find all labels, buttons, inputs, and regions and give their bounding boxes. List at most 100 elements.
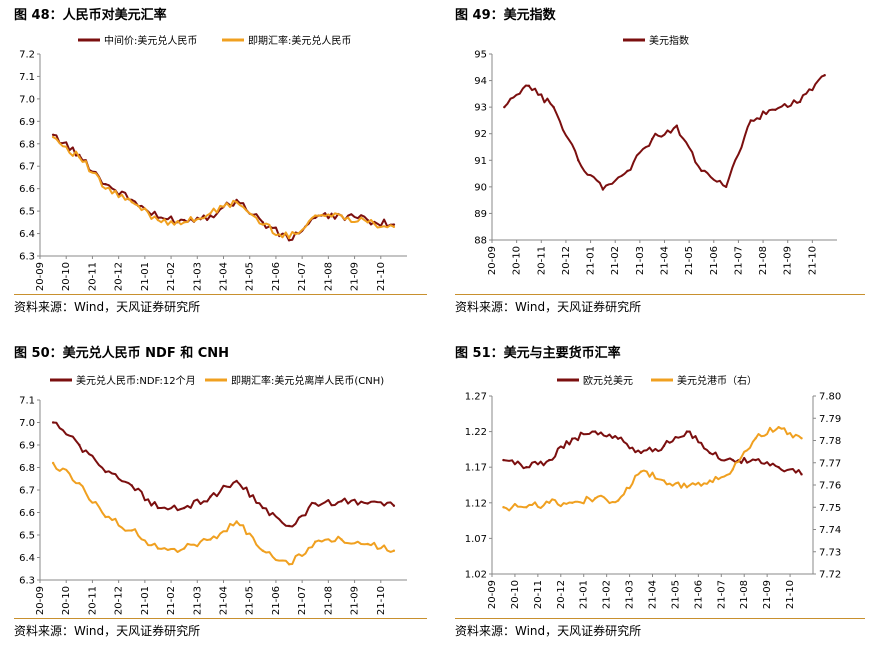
data-point [571,437,574,440]
x-tick-label: 20-11 [87,586,98,615]
x-tick-label: 21-06 [693,580,704,609]
x-tick-label: 20-11 [87,262,98,291]
series-line-2 [52,136,395,239]
panel-title: 图 48：人民币对美元汇率 [14,8,167,23]
x-tick-label: 20-10 [61,262,72,291]
panel-50: 图 50：美元兑人民币 NDF 和 CNH 6.3 6.4 6.5 6.6 6.7 6.8… [0,322,437,645]
data-point [340,500,343,503]
legend-label: 美元兑人民币:NDF:12个月 [76,374,196,387]
series-line-2 [503,426,803,512]
data-point [340,214,343,217]
series-line-1 [53,421,395,528]
data-point [616,499,620,502]
x-tick-label: 21-08 [758,246,769,275]
series-line-1 [503,74,826,191]
y-tick-label: 6.5 [19,207,35,218]
x-tick-label: 21-01 [579,580,590,609]
x-tick-label: 21-03 [192,262,203,291]
y-tick-label: 6.7 [19,162,35,173]
source-note: 资料来源：Wind，天风证券研究所 [14,300,201,314]
y-tick-label: 90 [474,182,487,193]
x-tick-label: 21-03 [635,246,646,275]
data-point [209,538,212,541]
legend-label: 欧元兑美元 [583,374,633,387]
x-tick-label: 21-05 [670,580,681,609]
y-tick-label: 6.3 [19,252,35,263]
data-point [287,239,291,242]
x-tick-label: 20-11 [536,246,547,275]
data-point [366,221,369,224]
x-tick-label: 21-07 [297,586,308,615]
data-point [731,458,734,462]
legend-label: 中间价:美元兑人民币 [104,34,197,47]
x-tick-label: 21-04 [648,580,659,609]
data-point [340,538,343,541]
y-tick-label: 7.0 [19,94,35,105]
y2-tick-label: 7.73 [819,547,841,558]
y2-tick-label: 7.80 [819,392,841,403]
data-point [156,506,160,510]
data-point [593,497,597,500]
data-point [235,200,238,204]
x-tick-label: 21-06 [271,586,282,615]
y2-tick-label: 7.79 [819,414,841,425]
data-point [130,529,133,532]
x-tick-label: 21-07 [716,580,727,609]
data-point [650,137,654,141]
data-point [156,218,160,222]
y2-tick-label: 7.76 [819,481,841,492]
y-tick-label: 6.6 [19,184,35,195]
y-tick-label: 6.8 [19,139,35,150]
data-point [577,159,580,162]
y2-tick-label: 7.74 [819,525,841,536]
data-point [78,443,81,447]
data-point [130,484,133,487]
series-line-2 [52,462,395,566]
x-tick-label: 21-08 [323,586,334,615]
data-point [525,506,528,509]
y-tick-label: 95 [474,50,487,61]
x-tick-label: 21-07 [733,246,744,275]
data-point [708,479,712,482]
data-point [392,504,396,507]
data-point [78,482,81,485]
data-point [104,187,107,190]
x-tick-label: 21-01 [140,586,151,615]
divider [14,294,427,295]
data-point [601,188,605,191]
data-point [548,501,551,504]
data-point [104,470,107,474]
y-tick-label: 7.1 [19,72,35,83]
x-tick-label: 21-04 [219,262,230,291]
data-point [626,169,629,173]
y-tick-label: 91 [474,156,487,167]
data-point [503,105,506,109]
y2-tick-label: 7.72 [819,570,841,581]
data-point [51,421,55,424]
y2-tick-label: 7.75 [819,503,841,514]
y-tick-label: 7.2 [19,50,35,61]
source-note: 资料来源：Wind，天风证券研究所 [455,300,642,314]
data-point [287,236,291,240]
data-point [392,549,396,552]
y-tick-label: 1.12 [465,498,487,509]
x-tick-label: 21-05 [684,246,695,275]
series-line-1 [503,430,803,475]
x-tick-label: 20-09 [35,262,46,291]
data-point [392,223,396,226]
data-point [675,124,679,127]
y-tick-label: 1.22 [465,427,487,438]
x-tick-label: 21-09 [350,262,361,291]
data-point [78,156,81,159]
y-tick-label: 6.5 [19,531,35,542]
x-tick-label: 20-09 [487,246,498,275]
data-point [261,221,265,224]
x-tick-label: 21-03 [625,580,636,609]
data-point [800,437,803,440]
data-point [104,515,107,519]
data-point [700,169,703,173]
y-tick-label: 89 [474,209,487,220]
divider [455,294,865,295]
y-tick-label: 92 [474,129,487,140]
y2-tick-label: 7.77 [819,458,841,469]
